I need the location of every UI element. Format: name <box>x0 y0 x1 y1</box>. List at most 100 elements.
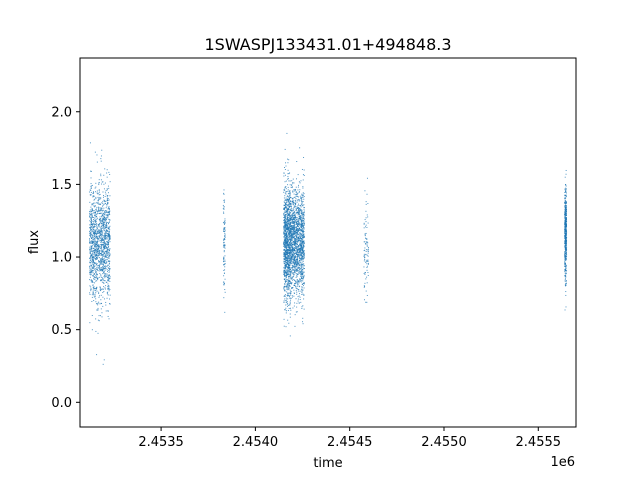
data-point <box>303 257 305 259</box>
data-point <box>283 227 285 229</box>
data-point <box>108 213 110 215</box>
data-point <box>93 237 95 239</box>
data-point <box>108 223 110 225</box>
data-point <box>90 290 92 292</box>
data-point <box>289 228 291 230</box>
data-point <box>101 220 103 222</box>
data-point <box>292 247 294 249</box>
data-point <box>283 232 285 234</box>
data-point <box>298 267 300 269</box>
data-point <box>224 234 226 236</box>
data-point <box>107 294 109 296</box>
data-point <box>364 241 366 243</box>
data-point <box>295 198 297 200</box>
data-point <box>296 255 298 257</box>
data-point <box>291 281 293 283</box>
data-point <box>100 226 102 228</box>
data-point <box>287 294 289 296</box>
data-point <box>301 209 303 211</box>
data-point <box>90 226 92 228</box>
data-point <box>301 221 303 223</box>
data-point <box>564 224 566 226</box>
data-point <box>290 262 292 264</box>
data-point <box>100 228 102 230</box>
data-point <box>303 217 305 219</box>
data-point <box>297 225 299 227</box>
data-point <box>91 254 93 256</box>
data-point <box>103 282 105 284</box>
data-point <box>290 239 292 241</box>
data-point <box>565 226 567 228</box>
data-point <box>290 229 292 231</box>
data-point <box>300 274 302 276</box>
data-point <box>303 265 305 267</box>
data-point <box>295 239 297 241</box>
data-point <box>296 225 298 227</box>
data-point <box>108 251 110 253</box>
data-point <box>294 205 296 207</box>
data-point <box>295 281 297 283</box>
data-point <box>303 287 305 289</box>
data-point <box>291 226 293 228</box>
data-point <box>107 212 109 213</box>
data-point <box>299 222 301 224</box>
data-point <box>291 198 293 200</box>
data-point <box>299 216 301 218</box>
data-point <box>292 256 294 258</box>
data-point <box>95 262 97 264</box>
data-point <box>107 286 109 288</box>
data-point <box>107 288 109 290</box>
data-point <box>103 174 105 176</box>
data-point <box>94 277 96 279</box>
data-point <box>106 281 108 283</box>
data-point <box>301 239 303 241</box>
data-point <box>223 229 225 231</box>
data-point <box>565 207 567 209</box>
data-point <box>288 295 290 297</box>
data-point <box>94 247 96 249</box>
data-point <box>300 273 302 275</box>
data-point <box>302 293 304 295</box>
data-point <box>105 265 107 267</box>
data-point <box>565 294 567 296</box>
data-point <box>298 184 300 186</box>
data-point <box>105 259 107 261</box>
data-point <box>104 211 106 213</box>
data-point <box>294 202 296 204</box>
data-point <box>289 316 291 318</box>
data-point <box>90 264 92 266</box>
data-point <box>90 228 92 230</box>
data-point <box>104 226 106 228</box>
data-point <box>89 240 91 242</box>
data-point <box>90 245 92 247</box>
data-point <box>287 284 289 286</box>
data-point <box>564 189 566 191</box>
data-point <box>106 221 108 223</box>
data-point <box>293 193 295 195</box>
data-point <box>289 211 291 213</box>
data-point <box>101 262 103 264</box>
data-point <box>95 263 97 265</box>
data-point <box>287 250 289 252</box>
data-point <box>284 174 286 176</box>
data-point <box>290 196 292 198</box>
data-point <box>283 175 285 177</box>
data-point <box>100 260 102 262</box>
data-point <box>565 235 567 237</box>
data-point <box>289 219 291 221</box>
data-point <box>293 190 295 192</box>
data-point <box>224 291 226 293</box>
data-point <box>91 230 93 232</box>
data-point <box>284 261 286 263</box>
y-tick-label: 2.0 <box>51 105 72 120</box>
data-point <box>289 219 291 221</box>
data-point <box>565 192 567 194</box>
data-point <box>287 218 289 220</box>
data-point <box>297 264 299 266</box>
data-point <box>293 242 295 244</box>
data-point <box>289 191 291 193</box>
data-point <box>287 265 289 267</box>
data-point <box>94 212 96 214</box>
data-point <box>89 257 91 259</box>
data-point <box>91 294 93 296</box>
